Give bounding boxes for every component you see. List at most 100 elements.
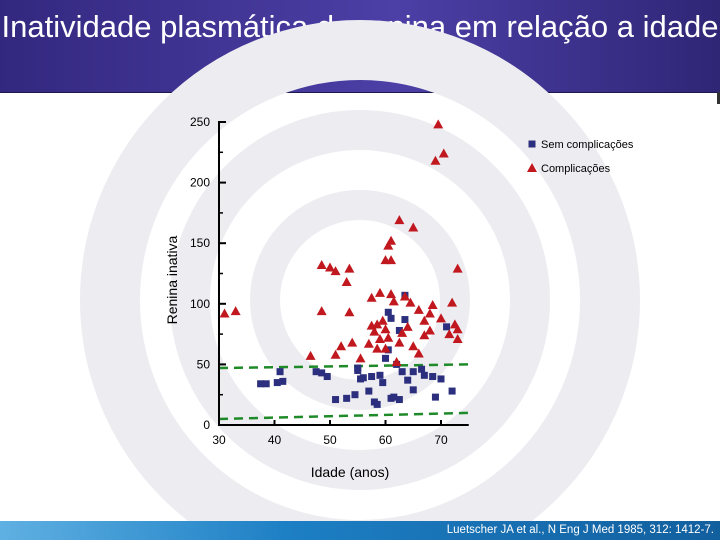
point-complicacoes [413, 304, 424, 314]
footer-bar [0, 521, 720, 540]
point-complicacoes [419, 330, 430, 340]
point-sem-complicacoes [420, 371, 428, 379]
citation: Luetscher JA et al., N Eng J Med 1985, 3… [446, 524, 714, 536]
y-tick-label: 150 [190, 236, 210, 250]
point-complicacoes [316, 306, 327, 316]
x-tick-label: 60 [379, 433, 393, 447]
point-complicacoes [427, 300, 438, 310]
point-complicacoes [330, 266, 341, 276]
point-sem-complicacoes [398, 368, 406, 376]
point-complicacoes [452, 263, 463, 273]
x-tick-label: 50 [323, 433, 337, 447]
point-sem-complicacoes [359, 374, 367, 382]
point-sem-complicacoes [351, 391, 359, 399]
point-complicacoes [408, 222, 419, 232]
reference-line [218, 411, 469, 421]
point-sem-complicacoes [404, 376, 412, 384]
point-sem-complicacoes [431, 393, 439, 401]
point-complicacoes [325, 262, 335, 272]
point-complicacoes [369, 326, 380, 336]
point-sem-complicacoes [365, 387, 373, 395]
legend: Sem complicações Complicações [527, 139, 634, 175]
x-tick-label: 70 [434, 433, 448, 447]
point-sem-complicacoes [318, 369, 326, 377]
point-complicacoes [452, 324, 463, 334]
point-sem-complicacoes [429, 373, 437, 381]
point-sem-complicacoes [376, 371, 384, 379]
legend-square-marker [528, 140, 536, 148]
point-complicacoes [380, 324, 391, 334]
point-sem-complicacoes [395, 326, 403, 334]
x-tick-label: 30 [212, 433, 226, 447]
point-complicacoes [383, 240, 394, 250]
reference-line [218, 363, 469, 370]
point-sem-complicacoes [262, 380, 270, 388]
title-bar-edge [717, 92, 720, 104]
point-complicacoes [366, 292, 377, 302]
point-complicacoes [219, 308, 230, 318]
point-sem-complicacoes [401, 316, 409, 324]
legend-label: Sem complicações [541, 139, 634, 151]
point-complicacoes [380, 343, 391, 353]
point-sem-complicacoes [323, 373, 331, 381]
point-sem-complicacoes [382, 354, 389, 362]
point-complicacoes [436, 313, 446, 323]
point-sem-complicacoes [354, 366, 362, 374]
legend-label: Complicações [541, 163, 611, 175]
point-complicacoes [419, 315, 430, 325]
point-sem-complicacoes [332, 396, 340, 404]
point-complicacoes [433, 119, 444, 129]
point-complicacoes [408, 341, 419, 351]
point-sem-complicacoes [379, 379, 387, 387]
point-sem-complicacoes [312, 368, 320, 376]
point-complicacoes [386, 255, 397, 265]
point-complicacoes [391, 356, 402, 366]
y-tick-label: 0 [203, 418, 210, 432]
background-ring [170, 110, 550, 490]
point-sem-complicacoes [387, 314, 395, 322]
y-tick-label: 100 [190, 297, 210, 311]
point-complicacoes [388, 296, 399, 306]
background-ring [80, 20, 640, 540]
point-sem-complicacoes [257, 380, 265, 388]
point-complicacoes [316, 260, 327, 270]
point-complicacoes [383, 332, 394, 342]
y-tick-label: 200 [190, 176, 210, 190]
point-complicacoes [438, 148, 449, 158]
point-sem-complicacoes [373, 400, 381, 408]
point-sem-complicacoes [437, 375, 445, 383]
point-complicacoes [344, 307, 355, 317]
point-complicacoes [444, 329, 455, 339]
point-complicacoes [405, 297, 416, 307]
point-complicacoes [355, 353, 366, 363]
x-tick-label: 40 [268, 433, 282, 447]
point-complicacoes [347, 337, 358, 347]
point-complicacoes [230, 306, 241, 316]
point-complicacoes [447, 297, 458, 307]
point-complicacoes [330, 349, 341, 359]
point-sem-complicacoes [409, 386, 417, 394]
point-sem-complicacoes [390, 393, 398, 401]
axes: 0 50 100 150 200 250 30 40 50 60 70 [190, 115, 469, 447]
point-complicacoes [336, 341, 347, 351]
point-complicacoes [363, 338, 374, 348]
point-complicacoes [452, 333, 463, 343]
point-complicacoes [374, 287, 385, 297]
point-complicacoes [399, 291, 410, 301]
point-complicacoes [430, 155, 441, 165]
point-complicacoes [413, 348, 424, 358]
point-sem-complicacoes [343, 394, 351, 402]
point-complicacoes [394, 215, 405, 225]
point-sem-complicacoes [443, 323, 451, 331]
point-complicacoes [305, 350, 316, 360]
y-axis-title: Renina inativa [164, 235, 180, 324]
point-complicacoes [386, 235, 397, 245]
point-complicacoes [386, 289, 397, 299]
y-tick-label: 50 [197, 357, 211, 371]
point-complicacoes [424, 308, 435, 318]
point-complicacoes [424, 325, 435, 335]
background-rings [80, 20, 640, 540]
point-sem-complicacoes [448, 387, 456, 395]
point-complicacoes [341, 276, 352, 286]
